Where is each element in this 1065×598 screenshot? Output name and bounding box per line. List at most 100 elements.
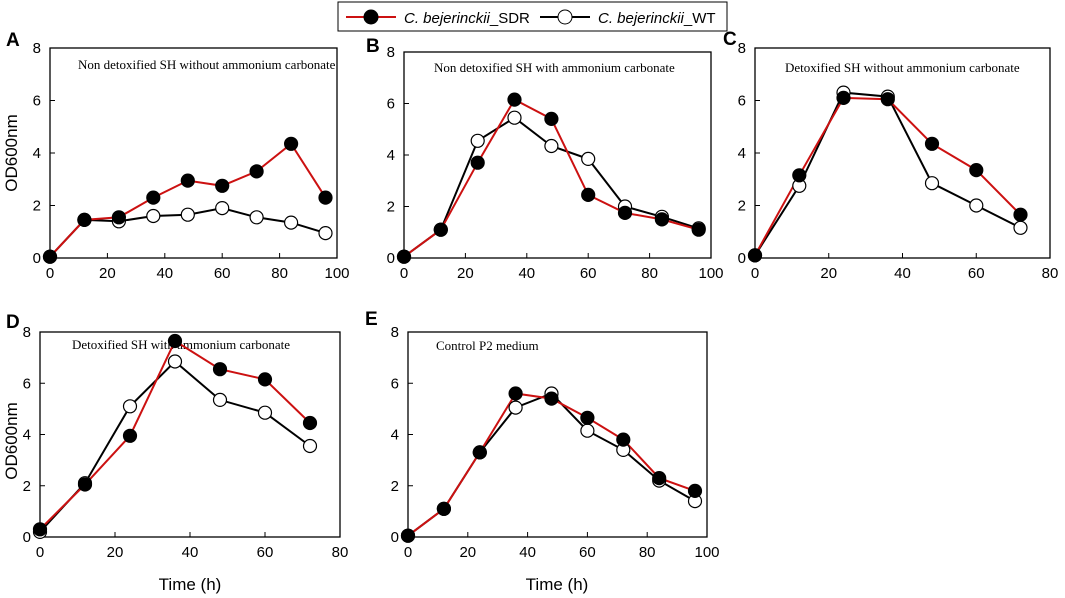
x-tick-label-e: 40 bbox=[519, 544, 536, 561]
y-tick-label-a: 8 bbox=[33, 40, 41, 57]
series-line-wt-d bbox=[39, 360, 311, 533]
x-tick-label-a: 100 bbox=[324, 265, 349, 282]
data-point-wt-a bbox=[284, 215, 299, 230]
panel-c: C Detoxified SH without ammonium carbona… bbox=[723, 29, 1058, 282]
data-point-sdr-d bbox=[122, 428, 138, 443]
data-point-sdr-e bbox=[436, 501, 451, 516]
legend-frame bbox=[337, 1, 728, 32]
data-point-sdr-b bbox=[507, 92, 522, 107]
data-point-wt-b bbox=[507, 110, 522, 125]
x-tick-label-c: 0 bbox=[751, 265, 759, 282]
legend: C. bejerinckii_SDR C. bejerinckii_WT bbox=[337, 1, 728, 32]
panel-letter-d: D bbox=[6, 312, 20, 333]
y-tick-label-d: 8 bbox=[23, 324, 31, 341]
y-tick-label-c: 4 bbox=[738, 145, 746, 162]
x-tick-label-d: 60 bbox=[257, 544, 274, 561]
y-tick-label-c: 8 bbox=[738, 40, 746, 57]
data-point-sdr-d bbox=[212, 362, 228, 377]
panel-title-c: Detoxified SH without ammonium carbonate bbox=[785, 60, 1020, 75]
legend-label-wt: C. bejerinckii_WT bbox=[598, 10, 716, 27]
data-point-sdr-e bbox=[616, 432, 631, 447]
y-tick-label-c: 0 bbox=[738, 250, 746, 267]
x-tick-label-c: 40 bbox=[894, 265, 911, 282]
y-tick-label-d: 4 bbox=[23, 427, 31, 444]
x-tick-label-d: 20 bbox=[107, 544, 124, 561]
x-tick-label-b: 20 bbox=[457, 265, 474, 282]
data-point-sdr-e bbox=[400, 528, 416, 543]
data-point-sdr-c bbox=[792, 168, 807, 183]
y-tick-label-b: 6 bbox=[387, 96, 395, 113]
data-point-sdr-e bbox=[580, 410, 595, 425]
series-d bbox=[32, 333, 318, 540]
data-point-sdr-a bbox=[42, 249, 58, 264]
panel-title-a: Non detoxified SH without ammonium carbo… bbox=[78, 57, 336, 72]
y-tick-label-e: 0 bbox=[391, 529, 399, 546]
series-line-sdr-e bbox=[407, 392, 696, 537]
data-point-sdr-d bbox=[32, 522, 48, 537]
y-tick-label-b: 0 bbox=[387, 250, 395, 267]
x-tick-label-b: 40 bbox=[518, 265, 535, 282]
panel-d: D Detoxified SH with ammonium carbonate … bbox=[2, 312, 348, 594]
panel-letter-b: B bbox=[366, 36, 380, 57]
data-point-sdr-b bbox=[617, 205, 633, 220]
panel-letter-e: E bbox=[365, 309, 378, 330]
data-point-sdr-d bbox=[77, 477, 93, 492]
data-point-sdr-a bbox=[111, 210, 127, 225]
data-point-sdr-c bbox=[969, 163, 984, 178]
series-b bbox=[396, 92, 706, 264]
series-line-sdr-a bbox=[49, 142, 327, 258]
data-point-sdr-e bbox=[508, 386, 523, 401]
series-line-wt-b bbox=[403, 116, 700, 258]
y-tick-label-d: 6 bbox=[23, 375, 31, 392]
data-point-wt-b bbox=[581, 151, 596, 166]
data-point-sdr-d bbox=[257, 372, 273, 387]
x-axis-title-d: Time (h) bbox=[159, 575, 222, 594]
data-point-wt-e bbox=[580, 423, 595, 438]
x-tick-label-e: 0 bbox=[404, 544, 412, 561]
legend-label-sdr: C. bejerinckii_SDR bbox=[404, 10, 530, 27]
x-tick-label-b: 100 bbox=[698, 265, 723, 282]
data-point-wt-a bbox=[318, 226, 333, 241]
x-tick-label-a: 40 bbox=[156, 265, 173, 282]
y-tick-label-b: 8 bbox=[387, 44, 395, 61]
data-point-sdr-a bbox=[215, 178, 230, 193]
x-tick-label-d: 80 bbox=[332, 544, 349, 561]
x-tick-label-b: 80 bbox=[641, 265, 658, 282]
data-point-wt-b bbox=[544, 138, 559, 154]
data-point-sdr-e bbox=[472, 445, 487, 460]
x-tick-label-c: 80 bbox=[1042, 265, 1059, 282]
data-point-wt-d bbox=[122, 399, 138, 414]
x-tick-label-a: 80 bbox=[271, 265, 288, 282]
panel-b: B Non detoxified SH with ammonium carbon… bbox=[366, 36, 724, 282]
data-point-sdr-e bbox=[687, 483, 703, 498]
y-tick-label-d: 0 bbox=[23, 529, 31, 546]
data-point-sdr-a bbox=[180, 173, 195, 188]
data-point-wt-c bbox=[969, 198, 984, 213]
data-point-sdr-a bbox=[146, 190, 161, 205]
x-axis-title-e: Time (h) bbox=[526, 575, 589, 594]
plot-frame-c bbox=[754, 47, 1051, 259]
data-point-sdr-a bbox=[318, 190, 333, 205]
y-tick-label-b: 4 bbox=[387, 147, 395, 164]
panel-title-e: Control P2 medium bbox=[436, 338, 539, 353]
x-tick-label-e: 20 bbox=[459, 544, 476, 561]
x-tick-label-c: 60 bbox=[968, 265, 985, 282]
data-point-wt-d bbox=[302, 438, 318, 454]
data-point-wt-b bbox=[470, 133, 485, 148]
data-point-sdr-c bbox=[747, 248, 763, 263]
panel-letter-c: C bbox=[723, 29, 737, 50]
y-tick-label-c: 6 bbox=[738, 93, 746, 110]
x-tick-label-e: 100 bbox=[694, 544, 719, 561]
series-line-wt-e bbox=[407, 392, 696, 537]
data-point-sdr-b bbox=[396, 249, 412, 264]
plot-frame-e bbox=[407, 331, 708, 538]
data-point-sdr-b bbox=[654, 212, 670, 227]
y-tick-label-e: 2 bbox=[391, 478, 399, 495]
data-point-wt-d bbox=[212, 392, 228, 407]
x-tick-label-e: 80 bbox=[639, 544, 656, 561]
